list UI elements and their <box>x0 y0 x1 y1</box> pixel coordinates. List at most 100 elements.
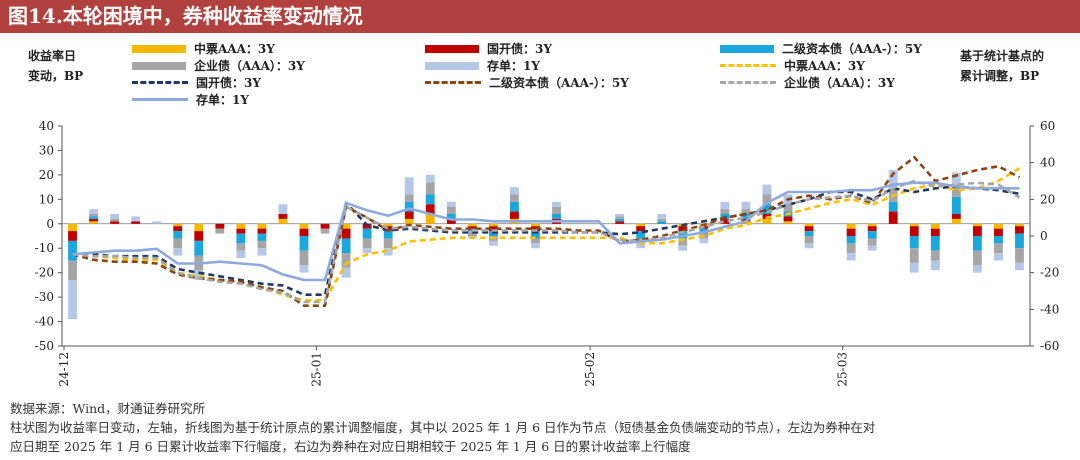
bar <box>930 250 940 261</box>
legend-label: 中票AAA：3Y <box>784 59 865 73</box>
bar <box>215 228 225 234</box>
bar <box>846 253 856 261</box>
bar <box>194 223 204 232</box>
bar <box>110 218 120 222</box>
legend-label: 企业债（AAA）：3Y <box>194 59 305 73</box>
bar <box>720 218 730 224</box>
bar <box>804 226 814 232</box>
bar <box>383 226 393 232</box>
left-tick-label: 20 <box>39 168 54 182</box>
bar <box>404 201 414 212</box>
bar <box>994 243 1003 254</box>
bar <box>1015 223 1024 227</box>
bar <box>278 218 288 224</box>
legend-swatch <box>720 81 776 84</box>
left-tick-label: -30 <box>35 290 54 304</box>
bar <box>636 243 646 249</box>
bar <box>657 214 667 219</box>
bar <box>657 221 667 224</box>
bar <box>236 233 246 244</box>
bar <box>552 206 561 214</box>
legend-label: 存单：1Y <box>196 93 249 107</box>
bar <box>341 223 351 229</box>
bar <box>173 226 183 232</box>
bar <box>972 265 982 273</box>
left-tick-label: 0 <box>46 217 54 231</box>
footer-note-line1: 柱状图为收益率日变动，左轴，折线图为基于统计原点的累计调整幅度，其中以 2025… <box>10 420 876 435</box>
left-axis-title: 收益率日 变动，BP <box>28 46 83 86</box>
bar <box>173 238 183 249</box>
legend-swatch <box>132 61 186 70</box>
bar <box>951 196 961 214</box>
left-tick-label: -40 <box>35 315 54 329</box>
bar <box>404 218 414 224</box>
bar <box>804 236 814 244</box>
bar <box>783 204 793 212</box>
bar <box>425 214 435 224</box>
bar <box>994 236 1003 244</box>
bar <box>741 214 751 219</box>
bar <box>89 214 98 217</box>
bar <box>404 211 414 219</box>
bar <box>383 231 393 239</box>
bar <box>425 182 435 195</box>
bar <box>510 194 519 202</box>
bar <box>867 223 877 227</box>
right-tick-label: 40 <box>1040 156 1055 170</box>
bar <box>741 201 751 210</box>
bar <box>909 226 919 236</box>
bar <box>867 238 877 246</box>
right-tick-label: -60 <box>1040 339 1059 353</box>
legend-swatch <box>132 44 186 53</box>
bar <box>278 204 288 214</box>
bar <box>362 238 372 249</box>
bar <box>762 194 772 205</box>
bar <box>131 216 141 222</box>
right-tick-label: -20 <box>1040 266 1059 280</box>
legend-bar-cdb: 国开债：3Y <box>425 40 552 57</box>
bar <box>110 221 120 224</box>
bar <box>89 218 98 222</box>
bar <box>846 228 856 236</box>
legend-label: 国开债：3Y <box>196 76 261 90</box>
bar <box>972 250 982 266</box>
legend-line-mtn: 中票AAA：3Y <box>720 57 865 74</box>
bar <box>972 226 982 236</box>
bar <box>615 214 625 217</box>
bar <box>446 206 456 214</box>
bar <box>762 184 772 195</box>
bar <box>930 223 940 229</box>
bar <box>909 223 919 227</box>
legend-label: 二级资本债（AAA-）：5Y <box>489 76 629 90</box>
bar <box>446 214 456 219</box>
bar <box>888 201 898 212</box>
left-tick-label: 30 <box>39 143 54 157</box>
series-line <box>72 181 1020 282</box>
bar <box>552 201 561 207</box>
bar <box>930 228 940 236</box>
bar <box>846 243 856 254</box>
right-axis-title-line1: 基于统计基点的 <box>960 49 1045 63</box>
bar <box>320 223 330 229</box>
bar <box>488 223 498 227</box>
bar <box>531 223 540 227</box>
bar <box>720 209 730 214</box>
bar <box>994 223 1003 229</box>
bar <box>783 221 793 224</box>
bar <box>972 223 982 227</box>
legend-bar-t2: 二级资本债（AAA-）：5Y <box>720 40 922 57</box>
bar <box>951 214 961 219</box>
bar <box>888 211 898 224</box>
x-tick-label: 25-02 <box>583 352 597 387</box>
legend-label: 企业债（AAA）：3Y <box>784 76 895 90</box>
bar <box>299 250 309 266</box>
bar <box>257 248 267 256</box>
bar <box>951 218 961 224</box>
bar <box>341 238 351 254</box>
legend-swatch <box>425 81 481 84</box>
bar <box>383 223 393 227</box>
bar <box>110 214 120 219</box>
bar <box>488 240 498 246</box>
bar <box>467 223 477 227</box>
legend-swatch <box>425 61 479 70</box>
